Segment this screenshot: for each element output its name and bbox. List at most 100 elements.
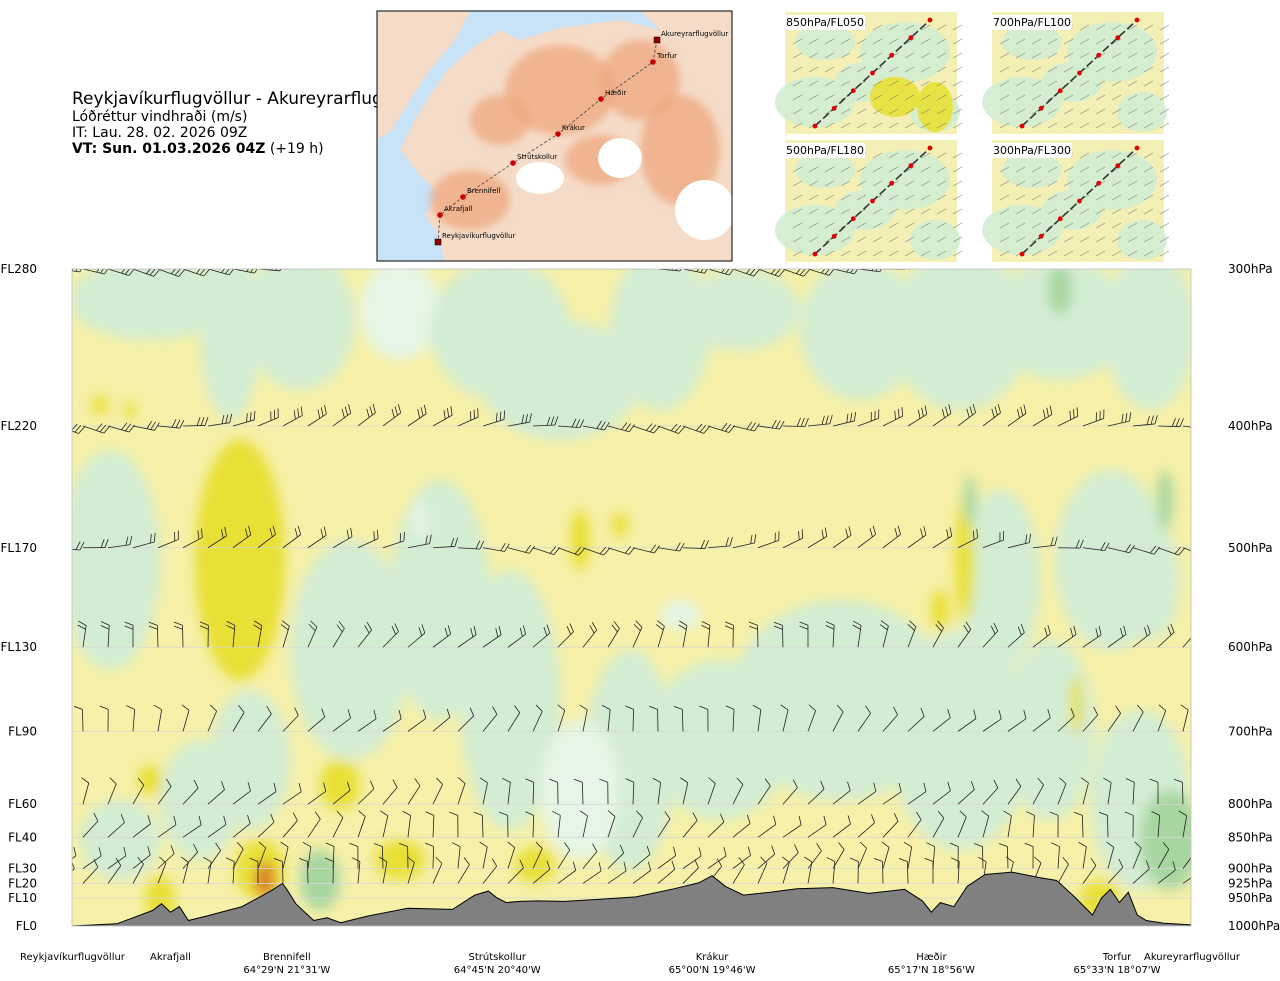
wind-barb [682,820,698,838]
wind-barb [557,849,571,869]
wind-barb [281,861,284,884]
wind-barb [82,709,84,732]
wind-barb-flag [823,815,827,825]
wind-barb [407,718,427,732]
wind-barb [432,815,435,838]
level-map-barb [1079,222,1090,229]
level-map-waypoint [831,233,837,239]
level-map-waypoint [908,163,914,169]
wind-barb-flag [254,620,263,626]
wind-barb [982,846,984,869]
wind-barb [957,789,975,805]
level-map-barb [792,52,803,59]
level-map-barb [999,250,1010,257]
level-map-barb [856,194,867,201]
wind-barb-flag [949,842,959,847]
wind-barb-flag [578,548,585,556]
wind-barb-flag [372,403,376,413]
wind-barb-flag [425,811,435,816]
wind-barb-flag [720,813,725,823]
wind-barb-flag [778,269,785,277]
level-map-barb [936,24,947,31]
wind-barb-flag [1125,413,1128,423]
wind-barb-flag [664,811,671,820]
velocity-cell [360,269,440,360]
level-map-barb [1063,94,1074,101]
level-map-barb [1111,166,1122,173]
level-map-label: 850hPa/FL050 [786,16,864,29]
level-map-barb [872,52,883,59]
wind-barb [132,784,145,805]
wind-barb-flag [1177,251,1178,260]
wind-barb-flag [420,407,424,417]
level-map-waypoint [927,145,933,151]
wind-barb-flag [470,628,474,638]
pressure-level-label: 1000hPa [1228,919,1280,933]
wind-barb-flag [126,705,135,710]
wind-barb-flag [798,816,802,825]
wind-barb-flag [816,843,822,852]
wind-barb-flag [853,620,862,626]
wind-barb [1132,868,1150,884]
level-map-barb [824,80,835,87]
wind-barb-flag [825,625,835,630]
wind-barb-flag [937,620,944,629]
wind-barb-flag [525,778,534,783]
wind-barb-flag [1199,862,1201,871]
wind-barb-flag [120,814,125,823]
wind-barb [957,816,967,838]
wind-barb-flag [836,704,844,713]
wind-barb-flag [976,528,979,538]
level-map-barb [920,80,931,87]
wind-barb-flag [109,777,117,785]
level-map-barb [920,194,931,201]
wind-barb [657,855,677,869]
wind-barb-flag [1197,420,1201,428]
wind-barb [1107,866,1124,884]
wind-barb-flag [1003,810,1012,816]
wind-barb-flag [1054,536,1058,546]
wind-barb-flag [879,624,888,631]
level-map-barb [1127,52,1138,59]
wind-barb [632,782,635,805]
wind-barb-flag [373,531,375,541]
wind-barb-flag [525,413,528,423]
level-map-waypoint [870,198,875,204]
wind-barb [832,823,851,838]
wind-barb [607,852,624,869]
wind-barb [307,846,312,869]
wind-barb-flag [724,625,734,630]
level-map-barb [792,208,803,215]
flight-level-label: FL10 [8,891,37,905]
wind-barb [282,847,289,869]
wind-barb [481,815,484,838]
wind-barb [757,824,777,838]
wind-barb-flag [846,269,850,273]
wind-barb-flag [628,424,635,433]
wind-barb-flag [647,861,652,871]
level-map-barb [808,180,819,187]
wind-barb-flag [369,406,373,416]
wind-barb-flag [598,862,602,872]
level-map-barb [1143,208,1154,215]
level-map-barb [840,236,851,243]
wind-barb-flag [1149,778,1159,783]
wind-barb [582,870,602,884]
level-map-waypoint [889,180,895,186]
level-map-barb [1095,94,1106,101]
level-map-barb [1063,180,1074,187]
level-map-barb [872,222,883,229]
wind-barb [72,855,77,860]
wind-barb-flag [447,408,450,418]
wind-barb-flag [650,544,657,553]
wind-barb-flag [893,706,898,716]
level-map-barb [1047,236,1058,243]
wind-barb-flag [965,621,972,630]
wind-barb-flag [1151,811,1160,816]
wind-barb [857,791,877,805]
level-map-barb [1015,108,1026,115]
level-map-barb [1063,66,1074,73]
wind-barb [582,815,588,838]
waypoint-name: Reykjavíkurflugvöllur [20,951,126,963]
level-map-barb [888,208,899,215]
